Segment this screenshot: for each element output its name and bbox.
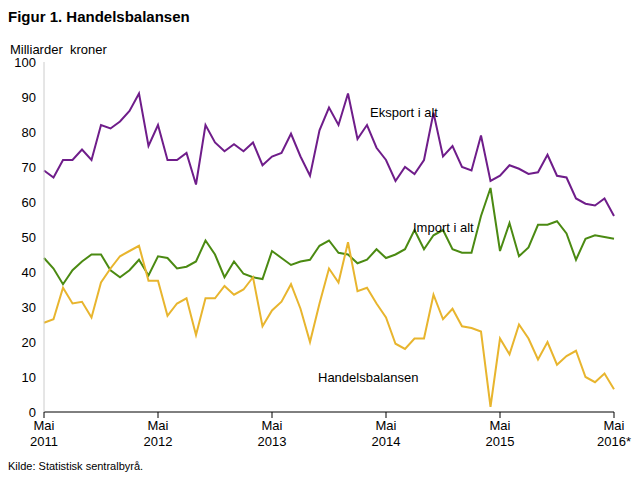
html-text:Handelsbalansen: Handelsbalansen	[318, 370, 419, 385]
svg-text:30: 30	[22, 300, 36, 315]
svg-text:Mai2013: Mai2013	[258, 418, 287, 449]
svg-text:50: 50	[22, 230, 36, 245]
svg-text:Mai2016*: Mai2016*	[597, 418, 631, 449]
html-text:Kilde: Statistisk sentralbyrå.: Kilde: Statistisk sentralbyrå.	[8, 460, 144, 472]
svg-text:Mai2012: Mai2012	[144, 418, 173, 449]
svg-text:20: 20	[22, 335, 36, 350]
svg-text:Mai2011: Mai2011	[30, 418, 58, 449]
svg-text:0: 0	[29, 405, 36, 420]
svg-text:90: 90	[22, 90, 36, 105]
html-text:Milliarder kroner: Milliarder kroner	[10, 42, 107, 57]
html-text:Eksport i alt: Eksport i alt	[370, 105, 438, 120]
svg-text:Mai2014: Mai2014	[372, 418, 401, 449]
svg-text:100: 100	[14, 55, 36, 70]
html-text:Figur 1. Handelsbalansen: Figur 1. Handelsbalansen	[8, 8, 190, 25]
svg-text:70: 70	[22, 160, 36, 175]
html-text:Import i alt: Import i alt	[413, 220, 474, 235]
svg-text:60: 60	[22, 195, 36, 210]
svg-text:Mai2015: Mai2015	[486, 418, 515, 449]
svg-text:80: 80	[22, 125, 36, 140]
svg-text:10: 10	[22, 370, 36, 385]
svg-text:40: 40	[22, 265, 36, 280]
